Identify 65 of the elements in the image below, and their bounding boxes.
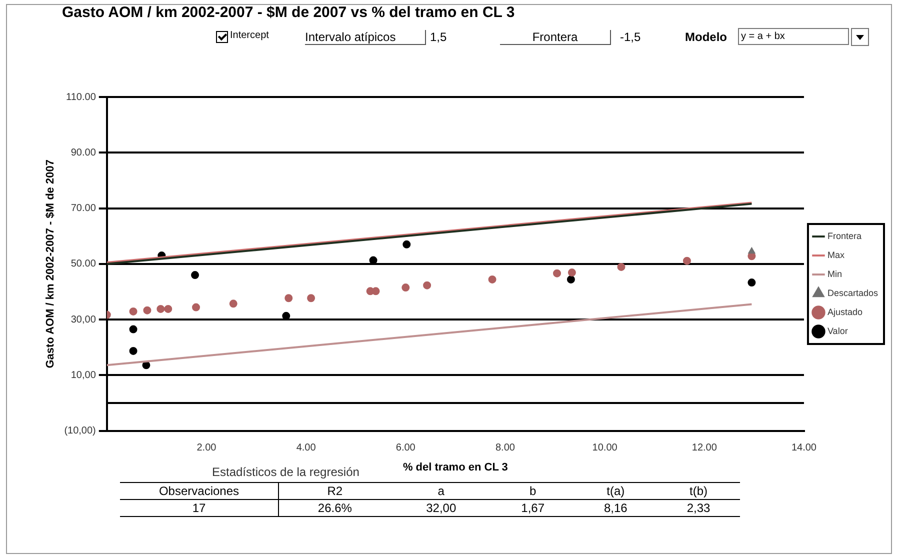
text: Intercept: [230, 30, 269, 41]
point: [568, 268, 576, 277]
text: t(b): [657, 482, 740, 500]
text: Estadísticos de la regresión: [212, 465, 360, 479]
point: [566, 275, 575, 284]
x-tick-label: 4.00: [296, 442, 316, 454]
point: [307, 294, 316, 302]
x-axis-title: % del tramo en CL 3: [402, 461, 508, 474]
point: [156, 304, 165, 313]
point: [229, 300, 238, 308]
point: [129, 307, 138, 316]
text: R2: [278, 482, 391, 500]
point: [143, 306, 152, 314]
x-tick-label: 8.00: [495, 442, 516, 454]
point: [402, 284, 410, 292]
point: [748, 278, 756, 287]
text: Modelo: [685, 30, 727, 44]
text: Intervalo atípicos: [305, 30, 426, 45]
x-tick-label: 10.00: [592, 442, 618, 454]
point: [192, 303, 200, 312]
point: [617, 262, 626, 271]
text: t(a): [574, 482, 658, 500]
legend-label: Min: [827, 268, 842, 279]
point: [488, 275, 496, 284]
y-axis-title: Gasto AOM / km 2002-2007 - $M de 2007: [44, 160, 57, 368]
point: [748, 247, 756, 254]
y-tick-label: 10,00: [70, 370, 96, 381]
legend-label: Frontera: [827, 230, 862, 241]
x-tick-label: 12.00: [692, 442, 718, 454]
text: Frontera: [500, 30, 611, 45]
point: [129, 346, 138, 355]
text: b: [491, 482, 574, 500]
point: [164, 304, 172, 313]
y-tick-label: (10,00): [64, 426, 96, 437]
y-tick-label: 110.00: [66, 92, 96, 103]
point: [423, 281, 432, 290]
legend-label: Max: [827, 250, 845, 260]
y-tick-label: 90.00: [70, 147, 96, 158]
text: 2,33: [657, 500, 740, 516]
text: y = a + bx: [738, 28, 849, 45]
x-tick-label: 2.00: [196, 442, 217, 454]
y-tick-label: 70.00: [70, 203, 96, 214]
point: [402, 240, 411, 248]
point: [191, 271, 200, 280]
text: 8,16: [574, 500, 658, 516]
text: -1,5: [620, 30, 641, 44]
y-tick-label: 30,00: [70, 314, 96, 326]
text: a: [390, 482, 492, 500]
point: [129, 325, 138, 334]
text: 32,00: [390, 500, 492, 516]
chart-title: Gasto AOM / km 2002-2007 - $M de 2007 vs % del tramo en CL 3: [62, 4, 515, 21]
point: [553, 269, 562, 278]
text: 1,5: [430, 30, 447, 44]
x-tick-label: 14.00: [791, 442, 817, 454]
point: [284, 294, 293, 302]
x-tick-label: 6.00: [396, 442, 416, 454]
legend-label: Ajustado: [827, 306, 863, 317]
text: 17: [120, 500, 278, 516]
text: 1,67: [491, 500, 574, 516]
legend-label: Valor: [827, 326, 848, 336]
legend-label: Descartados: [827, 288, 878, 298]
text: 26.6%: [278, 500, 391, 516]
point: [682, 256, 691, 265]
text: Observaciones: [120, 482, 278, 500]
y-tick-label: 50.00: [70, 258, 96, 270]
